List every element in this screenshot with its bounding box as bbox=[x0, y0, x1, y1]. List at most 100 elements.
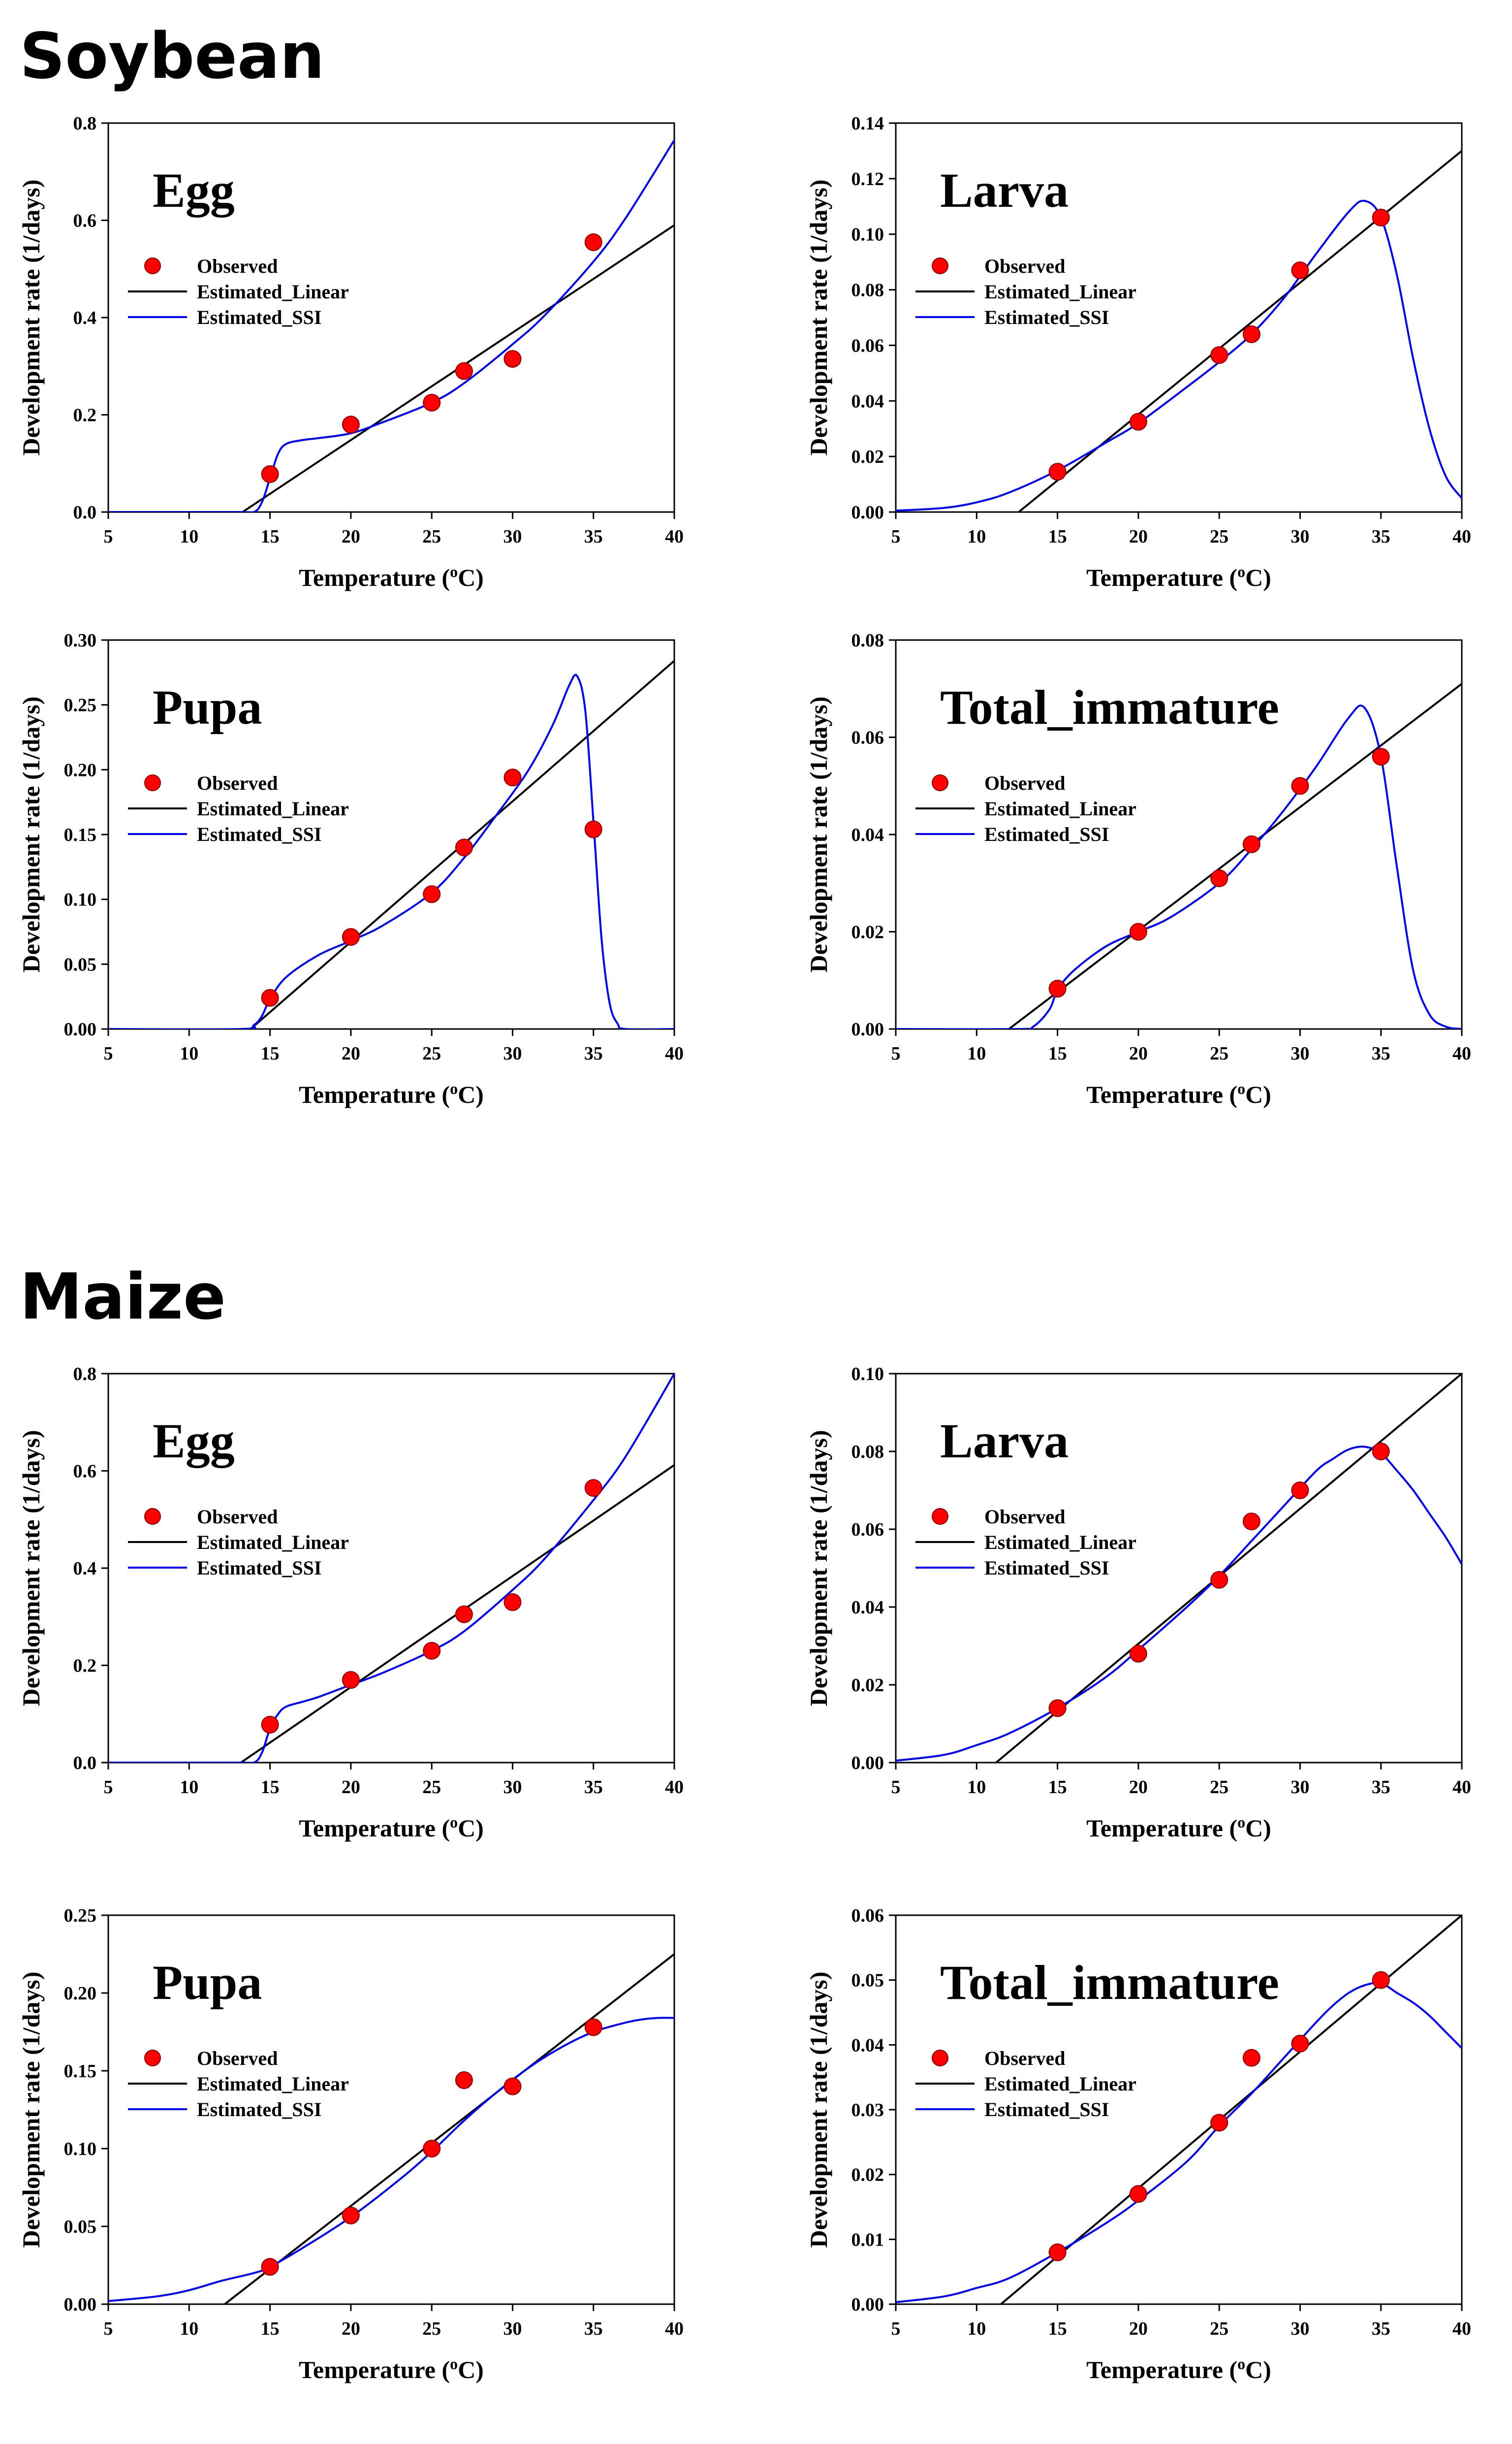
observed-point bbox=[1210, 1571, 1228, 1589]
y-tick-label: 0.02 bbox=[851, 2165, 884, 2186]
y-tick-label: 0.04 bbox=[851, 825, 884, 845]
y-tick-label: 0.00 bbox=[851, 502, 884, 523]
y-tick-label: 0.05 bbox=[851, 1970, 884, 1991]
legend-marker-observed bbox=[932, 1508, 948, 1525]
x-tick-label: 20 bbox=[342, 526, 360, 547]
x-tick-label: 40 bbox=[665, 526, 684, 547]
y-axis-title: Development rate (1/days) bbox=[805, 1430, 832, 1706]
observed-point bbox=[584, 233, 602, 251]
x-tick-label: 25 bbox=[422, 2318, 441, 2339]
x-tick-label: 40 bbox=[1452, 526, 1471, 547]
observed-point bbox=[261, 989, 279, 1007]
observed-point bbox=[584, 820, 602, 838]
y-tick-label: 0.14 bbox=[851, 113, 884, 134]
y-tick-label: 0.10 bbox=[64, 890, 97, 910]
legend-label: Observed bbox=[984, 255, 1065, 277]
legend-label: Estimated_SSI bbox=[197, 1557, 321, 1579]
x-tick-label: 30 bbox=[1291, 526, 1309, 547]
y-tick-label: 0.05 bbox=[64, 2217, 97, 2237]
y-tick-label: 0.08 bbox=[851, 280, 884, 301]
x-tick-label: 10 bbox=[967, 2318, 986, 2339]
x-tick-label: 10 bbox=[180, 1777, 198, 1798]
observed-point bbox=[1372, 1971, 1390, 1989]
series-ssi-curve bbox=[896, 705, 1462, 1029]
y-tick-label: 0.10 bbox=[851, 1364, 884, 1384]
chart-maize-total-immature: 5 10 15 20 25 30 35 40 0.00 0.01 0.02 0.03 0.04 0.05 0… bbox=[805, 1905, 1471, 2383]
y-tick-label: 0.10 bbox=[851, 225, 884, 245]
observed-point bbox=[584, 2018, 602, 2036]
x-tick-label: 30 bbox=[1291, 1043, 1309, 1064]
observed-point bbox=[423, 2140, 441, 2157]
series-ssi-curve bbox=[108, 2017, 674, 2302]
x-tick-label: 30 bbox=[503, 526, 522, 547]
y-tick-label: 0.25 bbox=[64, 1905, 97, 1926]
observed-point bbox=[455, 1605, 473, 1623]
y-tick-label: 0.01 bbox=[851, 2229, 884, 2250]
observed-point bbox=[455, 838, 473, 857]
legend-label: Estimated_SSI bbox=[197, 2098, 321, 2121]
legend-label: Observed bbox=[984, 2047, 1065, 2069]
x-tick-label: 5 bbox=[104, 1777, 113, 1798]
y-axis-title: Development rate (1/days) bbox=[17, 697, 45, 973]
observed-point bbox=[504, 2077, 522, 2095]
x-axis-title: Temperature (oC) bbox=[1086, 1080, 1271, 1108]
y-axis-title: Development rate (1/days) bbox=[17, 1972, 45, 2248]
chart-title: Total_immature bbox=[940, 1955, 1279, 2010]
legend-label: Estimated_SSI bbox=[984, 2098, 1109, 2121]
x-tick-label: 25 bbox=[1210, 1043, 1228, 1064]
observed-point bbox=[342, 2206, 360, 2224]
y-tick-label: 0.20 bbox=[64, 760, 97, 780]
y-tick-label: 0.04 bbox=[851, 391, 884, 412]
legend-label: Observed bbox=[197, 255, 278, 277]
plot-frame bbox=[895, 122, 1463, 513]
chart-title: Pupa bbox=[153, 680, 262, 735]
series-linear-line bbox=[1018, 150, 1462, 512]
x-axis-title: Temperature (oC) bbox=[299, 1080, 484, 1108]
series-ssi-curve bbox=[896, 199, 1462, 512]
y-tick-label: 0.12 bbox=[851, 169, 884, 190]
observed-point bbox=[342, 416, 360, 434]
legend-label: Observed bbox=[197, 772, 278, 794]
y-tick-label: 0.08 bbox=[851, 630, 884, 651]
x-tick-label: 5 bbox=[104, 526, 113, 547]
chart-title: Larva bbox=[940, 1414, 1069, 1468]
x-tick-label: 25 bbox=[1210, 2318, 1228, 2339]
x-tick-label: 35 bbox=[1372, 526, 1390, 547]
y-tick-label: 0.6 bbox=[73, 1461, 97, 1482]
observed-point bbox=[1210, 346, 1228, 364]
chart-soybean-pupa: 5 10 15 20 25 30 35 40 0.00 0.05 0.10 0.15 0.20 0.25 0… bbox=[17, 630, 684, 1108]
x-tick-label: 10 bbox=[967, 526, 986, 547]
legend-label: Estimated_SSI bbox=[984, 1557, 1109, 1579]
x-tick-label: 35 bbox=[1372, 1777, 1390, 1798]
observed-point bbox=[1242, 1512, 1260, 1531]
observed-point bbox=[342, 928, 360, 946]
observed-point bbox=[1129, 413, 1147, 431]
x-tick-label: 5 bbox=[891, 526, 901, 547]
x-tick-label: 30 bbox=[1291, 1777, 1309, 1798]
x-tick-label: 10 bbox=[180, 1043, 198, 1064]
observed-point bbox=[1242, 325, 1260, 343]
observed-point bbox=[584, 1479, 602, 1497]
x-tick-label: 5 bbox=[891, 2318, 901, 2339]
legend-label: Estimated_SSI bbox=[984, 306, 1109, 328]
x-tick-label: 20 bbox=[1129, 1777, 1148, 1798]
y-axis-title: Development rate (1/days) bbox=[805, 180, 832, 456]
observed-point bbox=[423, 1641, 441, 1660]
y-tick-label: 0.00 bbox=[64, 2294, 97, 2315]
x-tick-label: 30 bbox=[503, 1043, 522, 1064]
observed-point bbox=[1210, 2114, 1228, 2132]
section-title-maize: Maize bbox=[20, 1260, 226, 1334]
x-axis-title: Temperature (oC) bbox=[1086, 563, 1271, 591]
legend-label: Estimated_Linear bbox=[984, 798, 1136, 820]
y-tick-label: 0.03 bbox=[851, 2100, 884, 2121]
x-tick-label: 15 bbox=[1048, 1043, 1067, 1064]
observed-point bbox=[261, 2258, 279, 2276]
x-tick-label: 40 bbox=[665, 1777, 684, 1798]
x-tick-label: 20 bbox=[342, 1043, 360, 1064]
x-tick-label: 20 bbox=[1129, 2318, 1148, 2339]
x-tick-label: 25 bbox=[422, 526, 441, 547]
y-axis-title: Development rate (1/days) bbox=[805, 697, 832, 973]
x-tick-label: 30 bbox=[503, 1777, 522, 1798]
legend-marker-observed bbox=[932, 774, 948, 791]
legend-marker-observed bbox=[144, 2050, 161, 2066]
